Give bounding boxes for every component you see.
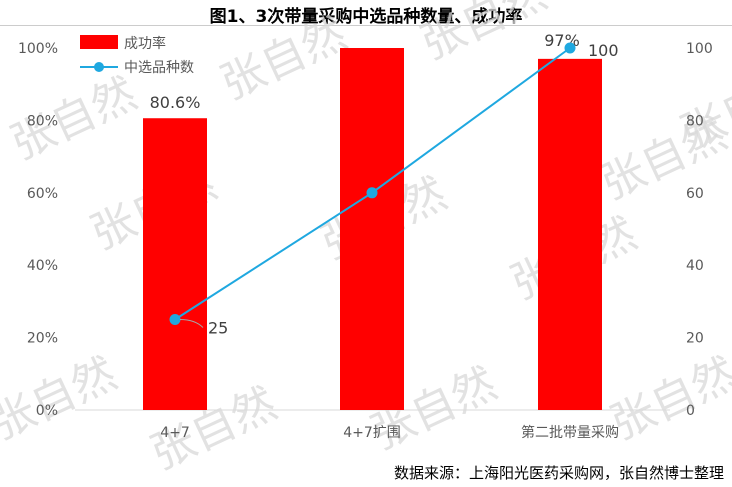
bar [538, 58, 602, 411]
right-axis-tick: 100 [686, 41, 713, 57]
bar [340, 48, 404, 410]
bar [143, 118, 207, 410]
left-axis-tick: 0% [36, 403, 58, 419]
title-divider [0, 25, 732, 26]
left-axis-tick: 20% [27, 331, 58, 347]
right-axis-tick: 60 [686, 186, 704, 202]
bar-data-label: 80.6% [150, 93, 201, 112]
right-axis-tick: 0 [686, 403, 695, 419]
source-note: 数据来源：上海阳光医药采购网，张自然博士整理 [393, 464, 724, 482]
legend-label: 成功率 [124, 35, 166, 52]
watermark: 张自然 [213, 8, 354, 110]
left-axis-tick: 80% [27, 113, 58, 129]
line-point [366, 187, 378, 199]
leader-line [179, 319, 204, 328]
right-axis-tick: 40 [686, 258, 704, 274]
legend-swatch-bar [80, 35, 118, 49]
chart-title: 图1、3次带量采购中选品种数量、成功率 [209, 7, 523, 27]
x-axis-tick: 4+7 [160, 425, 190, 441]
watermark: 张自然 [603, 348, 732, 450]
line-point [169, 314, 181, 325]
x-axis-tick: 第二批带量采购 [521, 424, 619, 441]
line-data-label: 100 [588, 41, 619, 60]
left-axis-tick: 100% [18, 41, 58, 57]
left-axis-tick: 60% [27, 186, 58, 202]
x-axis-tick: 4+7扩围 [343, 425, 401, 441]
watermark: 张自然 [3, 68, 144, 170]
right-axis-tick: 20 [686, 331, 704, 347]
line-point [564, 42, 576, 54]
right-axis-tick: 80 [686, 113, 704, 129]
watermark: 张自然 [413, 0, 554, 70]
watermark: 张自然 [0, 348, 124, 450]
line-data-label: 25 [208, 319, 228, 338]
legend-label: 中选品种数 [124, 60, 194, 76]
left-axis-tick: 40% [27, 258, 58, 274]
legend-marker [94, 62, 104, 72]
